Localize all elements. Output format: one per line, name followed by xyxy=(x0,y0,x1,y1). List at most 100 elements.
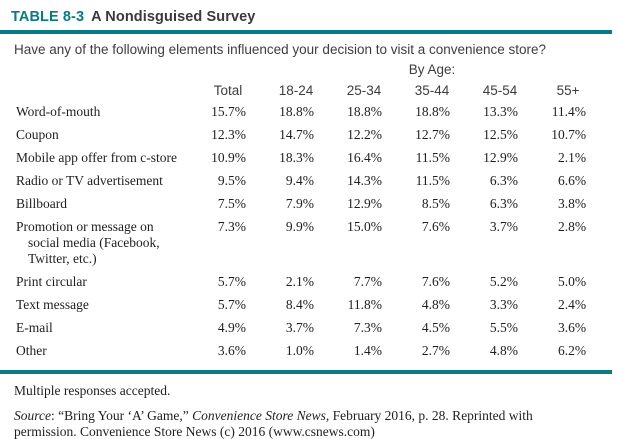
value-cell: 3.8% xyxy=(557,196,587,211)
value-cell: 11.4% xyxy=(551,104,587,119)
value-cell: 3.6% xyxy=(557,320,587,335)
value-cell: 18.8% xyxy=(279,104,314,119)
survey-table: By Age: Total 18-24 25-34 35-44 45-54 55… xyxy=(14,62,602,363)
table-row: Print circular 5.7% 2.1% 7.7% 7.6% 5.2% … xyxy=(14,271,602,294)
survey-question: Have any of the following elements influ… xyxy=(14,42,547,57)
value-cell: 11.8% xyxy=(347,297,382,312)
source-segment: : “Bring Your ‘A’ Game,” xyxy=(51,408,193,423)
value-cell: 12.7% xyxy=(415,127,450,142)
value-cell: 6.3% xyxy=(489,173,518,188)
value-cell: 15.0% xyxy=(347,219,382,234)
row-label: Radio or TV advertisement xyxy=(16,173,163,188)
row-label: E-mail xyxy=(16,320,53,335)
value-cell: 7.3% xyxy=(353,320,382,335)
value-cell: 7.9% xyxy=(285,196,314,211)
table-row: Radio or TV advertisement 9.5% 9.4% 14.3… xyxy=(14,170,602,193)
value-cell: 8.4% xyxy=(285,297,314,312)
value-cell: 14.3% xyxy=(347,173,382,188)
value-cell: 16.4% xyxy=(347,150,382,165)
value-cell: 7.3% xyxy=(217,219,246,234)
value-cell: 9.5% xyxy=(217,173,246,188)
value-cell: 2.1% xyxy=(285,274,314,289)
value-cell: 2.4% xyxy=(557,297,587,312)
value-cell: 5.7% xyxy=(217,274,246,289)
row-label: Other xyxy=(16,343,47,358)
value-cell: 10.7% xyxy=(551,127,587,142)
row-label: Mobile app offer from c-store xyxy=(16,150,177,165)
value-cell: 1.0% xyxy=(285,343,314,358)
value-cell: 14.7% xyxy=(279,127,314,142)
value-cell: 18.3% xyxy=(279,150,314,165)
value-cell: 4.9% xyxy=(217,320,246,335)
figure-title: TABLE 8-3 A Nondisguised Survey xyxy=(0,0,619,25)
table-row: Mobile app offer from c-store 10.9% 18.3… xyxy=(14,147,602,170)
source-citation: Source: “Bring Your ‘A’ Game,” Convenien… xyxy=(14,408,589,439)
value-cell: 12.9% xyxy=(347,196,382,211)
table-row: Text message 5.7% 8.4% 11.8% 4.8% 3.3% 2… xyxy=(14,294,602,317)
spacer-cell xyxy=(194,62,262,79)
column-header-total: Total xyxy=(213,82,243,98)
value-cell: 5.0% xyxy=(557,274,587,289)
value-cell: 9.9% xyxy=(285,219,314,234)
top-rule xyxy=(0,30,612,34)
value-cell: 12.5% xyxy=(483,127,518,142)
table-row: Promotion or message on social media (Fa… xyxy=(14,216,602,271)
value-cell: 4.8% xyxy=(421,297,450,312)
table-row: Word-of-mouth 15.7% 18.8% 18.8% 18.8% 13… xyxy=(14,101,602,124)
value-cell: 18.8% xyxy=(415,104,450,119)
value-cell: 7.6% xyxy=(421,219,450,234)
value-cell: 10.9% xyxy=(211,150,246,165)
value-cell: 2.7% xyxy=(421,343,450,358)
table-footnote: Multiple responses accepted. xyxy=(14,383,171,398)
table-row: E-mail 4.9% 3.7% 7.3% 4.5% 5.5% 3.6% xyxy=(14,317,602,340)
value-cell: 7.6% xyxy=(421,274,450,289)
table-title: A Nondisguised Survey xyxy=(91,9,256,25)
value-cell: 13.3% xyxy=(483,104,518,119)
value-cell: 7.7% xyxy=(353,274,382,289)
value-cell: 6.2% xyxy=(557,343,587,358)
value-cell: 9.4% xyxy=(285,173,314,188)
column-header-row: Total 18-24 25-34 35-44 45-54 55+ xyxy=(14,79,602,101)
value-cell: 1.4% xyxy=(353,343,382,358)
value-cell: 6.6% xyxy=(557,173,587,188)
group-header-by-age: By Age: xyxy=(408,62,456,77)
value-cell: 18.8% xyxy=(347,104,382,119)
table-row: Other 3.6% 1.0% 1.4% 2.7% 4.8% 6.2% xyxy=(14,340,602,363)
group-header-row: By Age: xyxy=(14,62,602,79)
value-cell: 12.9% xyxy=(483,150,518,165)
column-header-35-44: 35-44 xyxy=(414,82,450,98)
value-cell: 3.7% xyxy=(285,320,314,335)
value-cell: 4.8% xyxy=(489,343,518,358)
value-cell: 15.7% xyxy=(211,104,246,119)
value-cell: 12.3% xyxy=(211,127,246,142)
row-label: Promotion or message on social media (Fa… xyxy=(16,219,160,266)
value-cell: 4.5% xyxy=(421,320,450,335)
row-label: Print circular xyxy=(16,274,87,289)
value-cell: 3.7% xyxy=(489,219,518,234)
value-cell: 3.3% xyxy=(489,297,518,312)
value-cell: 6.3% xyxy=(489,196,518,211)
spacer-cell xyxy=(14,62,194,79)
row-label: Coupon xyxy=(16,127,59,142)
value-cell: 3.6% xyxy=(217,343,246,358)
value-cell: 12.2% xyxy=(347,127,382,142)
value-cell: 2.8% xyxy=(557,219,587,234)
row-label: Text message xyxy=(16,297,89,312)
column-header-55plus: 55+ xyxy=(556,82,580,98)
value-cell: 5.5% xyxy=(489,320,518,335)
column-header-45-54: 45-54 xyxy=(482,82,518,98)
column-header-18-24: 18-24 xyxy=(278,82,314,98)
source-publication: Convenience Store News, xyxy=(192,408,330,423)
row-label: Billboard xyxy=(16,196,67,211)
row-label: Word-of-mouth xyxy=(16,104,101,119)
source-label: Source xyxy=(14,408,51,423)
column-header-25-34: 25-34 xyxy=(346,82,382,98)
value-cell: 7.5% xyxy=(217,196,246,211)
spacer-cell xyxy=(14,79,194,101)
value-cell: 11.5% xyxy=(415,150,450,165)
table-row: Coupon 12.3% 14.7% 12.2% 12.7% 12.5% 10.… xyxy=(14,124,602,147)
value-cell: 11.5% xyxy=(415,173,450,188)
bottom-rule xyxy=(0,370,612,374)
table-row: Billboard 7.5% 7.9% 12.9% 8.5% 6.3% 3.8% xyxy=(14,193,602,216)
